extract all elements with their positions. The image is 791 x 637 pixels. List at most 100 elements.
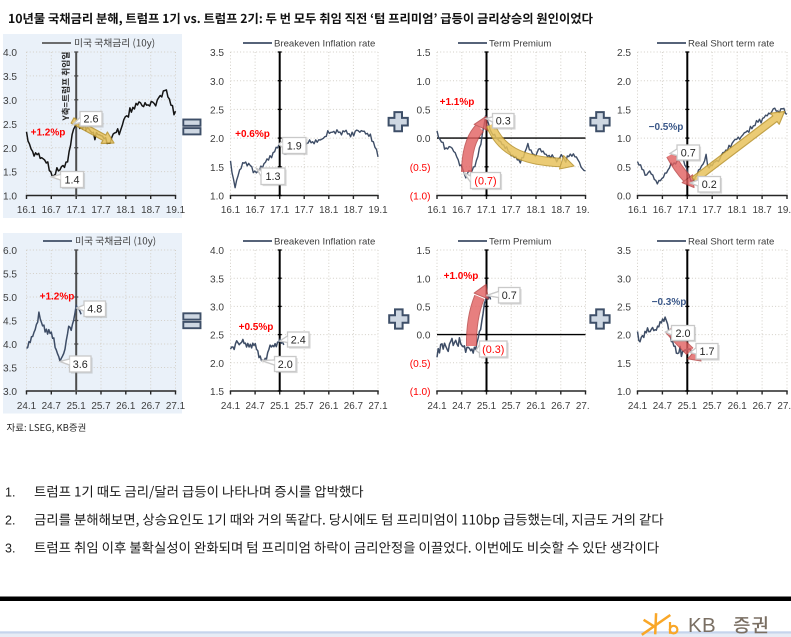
svg-text:24.7: 24.7 — [653, 401, 672, 412]
svg-text:4.5: 4.5 — [3, 317, 17, 328]
svg-text:17.1: 17.1 — [678, 205, 698, 216]
svg-text:KB: KB — [688, 614, 716, 637]
svg-text:1.0: 1.0 — [210, 192, 224, 203]
svg-text:3.5: 3.5 — [3, 72, 17, 83]
svg-text:2.6: 2.6 — [83, 114, 98, 126]
svg-text:25.1: 25.1 — [477, 401, 497, 412]
svg-text:5.5: 5.5 — [3, 270, 17, 281]
svg-text:18.1: 18.1 — [319, 205, 339, 216]
svg-text:(1.0): (1.0) — [410, 192, 431, 203]
svg-text:17.1: 17.1 — [67, 205, 87, 216]
svg-text:17.1: 17.1 — [270, 205, 290, 216]
svg-text:26.1: 26.1 — [319, 401, 339, 412]
svg-text:19.1: 19.1 — [576, 205, 596, 216]
svg-text:1.5: 1.5 — [416, 48, 430, 59]
svg-text:1.3: 1.3 — [265, 171, 280, 183]
svg-text:4.0: 4.0 — [3, 48, 17, 59]
svg-text:3.5: 3.5 — [3, 364, 17, 375]
svg-text:16.7: 16.7 — [653, 205, 672, 216]
svg-text:Term Premium: Term Premium — [489, 38, 551, 49]
svg-text:25.7: 25.7 — [703, 401, 722, 412]
svg-text:0.0: 0.0 — [416, 134, 430, 145]
svg-text:2.0: 2.0 — [617, 331, 631, 342]
svg-text:2.5: 2.5 — [210, 106, 224, 117]
svg-text:0.0: 0.0 — [416, 331, 430, 342]
svg-text:2.0: 2.0 — [675, 328, 690, 340]
svg-text:Real Short term rate: Real Short term rate — [688, 236, 774, 247]
svg-text:1.0: 1.0 — [3, 192, 17, 203]
svg-text:1.5: 1.5 — [3, 168, 17, 179]
svg-text:1.0: 1.0 — [416, 274, 430, 285]
svg-text:3.0: 3.0 — [3, 387, 17, 398]
svg-text:3.0: 3.0 — [210, 77, 224, 88]
svg-text:2.0: 2.0 — [210, 134, 224, 145]
svg-text:16.1: 16.1 — [628, 205, 648, 216]
svg-text:16.1: 16.1 — [427, 205, 447, 216]
svg-text:+1.2%p: +1.2%p — [40, 292, 75, 303]
svg-text:3.0: 3.0 — [617, 274, 631, 285]
svg-text:16.7: 16.7 — [452, 205, 471, 216]
svg-text:16.1: 16.1 — [17, 205, 37, 216]
svg-text:1.0: 1.0 — [617, 387, 631, 398]
svg-text:24.1: 24.1 — [427, 401, 447, 412]
svg-text:Term Premium: Term Premium — [489, 236, 551, 247]
svg-text:2.: 2. — [5, 514, 15, 528]
svg-text:4.8: 4.8 — [87, 304, 102, 316]
svg-text:−0.3%p: −0.3%p — [652, 297, 687, 308]
svg-text:16.7: 16.7 — [245, 205, 264, 216]
svg-text:2.0: 2.0 — [210, 359, 224, 370]
svg-text:1.5: 1.5 — [210, 163, 224, 174]
svg-text:17.1: 17.1 — [477, 205, 497, 216]
svg-text:27.1: 27.1 — [166, 401, 186, 412]
svg-text:1.5: 1.5 — [210, 387, 224, 398]
svg-text:3.5: 3.5 — [617, 246, 631, 257]
svg-text:17.7: 17.7 — [295, 205, 314, 216]
svg-text:(0.5): (0.5) — [410, 163, 431, 174]
svg-text:26.7: 26.7 — [551, 401, 570, 412]
svg-text:4.0: 4.0 — [3, 340, 17, 351]
svg-text:Breakeven Inflation rate: Breakeven Inflation rate — [274, 236, 375, 247]
svg-text:18.7: 18.7 — [141, 205, 160, 216]
svg-text:25.1: 25.1 — [67, 401, 87, 412]
svg-text:1.5: 1.5 — [617, 359, 631, 370]
svg-text:25.7: 25.7 — [295, 401, 314, 412]
svg-text:+1.1%p: +1.1%p — [440, 97, 475, 108]
svg-text:(0.7): (0.7) — [474, 175, 496, 187]
svg-text:1.: 1. — [5, 486, 15, 500]
svg-text:1.5: 1.5 — [416, 246, 430, 257]
svg-text:0.7: 0.7 — [502, 290, 517, 302]
svg-text:3.0: 3.0 — [210, 303, 224, 314]
svg-text:1.0: 1.0 — [416, 77, 430, 88]
svg-text:2.5: 2.5 — [617, 48, 631, 59]
svg-text:2.5: 2.5 — [210, 331, 224, 342]
svg-text:17.7: 17.7 — [502, 205, 521, 216]
svg-text:18.1: 18.1 — [116, 205, 136, 216]
svg-text:3.5: 3.5 — [210, 48, 224, 59]
svg-text:19.1: 19.1 — [777, 205, 791, 216]
svg-text:26.7: 26.7 — [344, 401, 363, 412]
svg-text:0.7: 0.7 — [681, 147, 696, 159]
svg-text:26.7: 26.7 — [141, 401, 160, 412]
svg-text:24.1: 24.1 — [221, 401, 241, 412]
svg-text:1.4: 1.4 — [64, 174, 79, 186]
svg-text:26.1: 26.1 — [728, 401, 748, 412]
svg-text:16.1: 16.1 — [221, 205, 241, 216]
svg-text:2.0: 2.0 — [617, 77, 631, 88]
svg-text:19.1: 19.1 — [166, 205, 186, 216]
svg-text:27.1: 27.1 — [777, 401, 791, 412]
svg-text:(0.5): (0.5) — [410, 359, 431, 370]
svg-text:18.7: 18.7 — [752, 205, 771, 216]
svg-text:1.5: 1.5 — [617, 106, 631, 117]
svg-text:5.0: 5.0 — [3, 293, 17, 304]
svg-text:1.9: 1.9 — [287, 140, 302, 152]
svg-text:24.7: 24.7 — [452, 401, 471, 412]
svg-text:26.1: 26.1 — [526, 401, 546, 412]
svg-text:26.1: 26.1 — [116, 401, 136, 412]
svg-text:0.2: 0.2 — [702, 179, 717, 191]
svg-text:18.1: 18.1 — [728, 205, 748, 216]
svg-text:17.7: 17.7 — [91, 205, 110, 216]
svg-text:3.6: 3.6 — [73, 359, 88, 371]
svg-text:1.0: 1.0 — [617, 134, 631, 145]
svg-text:25.7: 25.7 — [502, 401, 521, 412]
svg-text:1.7: 1.7 — [699, 346, 714, 358]
